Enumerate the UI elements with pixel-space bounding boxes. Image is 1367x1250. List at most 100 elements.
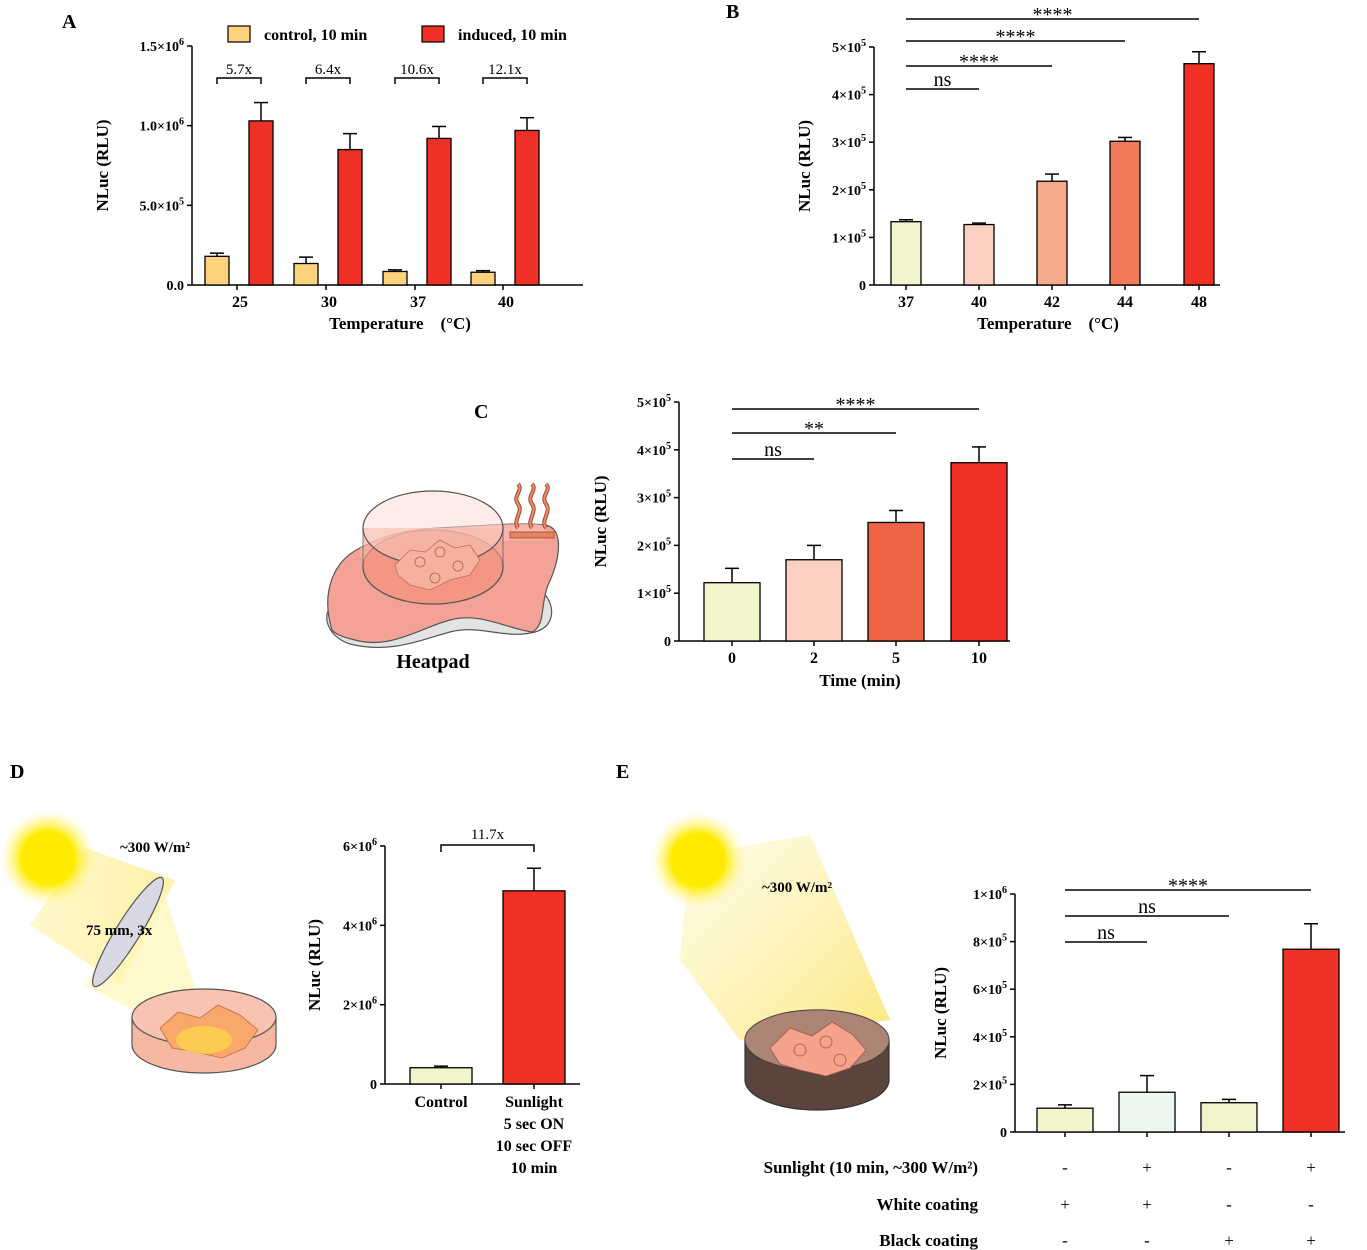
condition-value: - bbox=[1226, 1195, 1232, 1214]
y-axis-label: NLuc (RLU) bbox=[93, 119, 112, 211]
bar bbox=[426, 137, 452, 286]
y-tick-label: 2×105 bbox=[832, 181, 866, 199]
significance-label: ns bbox=[1097, 922, 1115, 944]
y-tick-label: 0 bbox=[1000, 1126, 1007, 1141]
chart-e: 0 2×105 4×105 6×105 8×105 1×106 NLuc (RLU) ns ns… bbox=[764, 875, 1345, 1250]
bar bbox=[1282, 948, 1340, 1133]
fold-change-label: 12.1x bbox=[488, 62, 522, 78]
panel-label-b: B bbox=[726, 1, 739, 23]
fold-change-bracket bbox=[216, 77, 262, 84]
petri-dish-icon bbox=[131, 988, 277, 1074]
condition-value: - bbox=[1062, 1231, 1068, 1250]
heatpad-label: Heatpad bbox=[396, 651, 469, 673]
x-tick-label: Sunlight bbox=[505, 1094, 563, 1111]
y-tick-label: 5×105 bbox=[637, 393, 671, 411]
bar bbox=[337, 148, 363, 286]
legend-swatch bbox=[421, 25, 445, 43]
bar bbox=[204, 255, 230, 286]
bar bbox=[950, 462, 1008, 642]
lens-icon bbox=[91, 876, 165, 988]
bar bbox=[293, 262, 319, 286]
sun-icon bbox=[0, 810, 96, 906]
x-tick-label: 42 bbox=[1044, 294, 1060, 311]
x-axis-label: Temperature (°C) bbox=[977, 314, 1119, 333]
sun-icon bbox=[650, 812, 746, 908]
y-tick-label: 0.0 bbox=[167, 279, 185, 294]
panel-label-e: E bbox=[616, 761, 629, 783]
bar bbox=[409, 1067, 473, 1085]
y-tick-label: 1×105 bbox=[832, 228, 866, 246]
bar bbox=[1036, 1107, 1094, 1133]
x-tick-label: 37 bbox=[898, 294, 914, 311]
chart-c: 0 1×105 2×105 3×105 4×105 5×105 NLuc (RLU) 0 2 5 1… bbox=[591, 393, 1010, 690]
lens-label: 75 mm, 3x bbox=[86, 923, 153, 939]
y-tick-label: 1.5×106 bbox=[139, 37, 184, 55]
x-tick-label: 10 min bbox=[511, 1160, 558, 1177]
chart-a: 0.0 5.0×105 1.0×106 1.5×106 NLuc (RLU) 25 5.7x… bbox=[93, 25, 583, 333]
condition-value: - bbox=[1062, 1158, 1068, 1177]
significance-label: **** bbox=[836, 394, 876, 416]
x-tick-label: 40 bbox=[971, 294, 987, 311]
y-tick-label: 1×106 bbox=[973, 885, 1007, 903]
fold-change-label: 5.7x bbox=[226, 62, 253, 78]
bar bbox=[867, 521, 925, 642]
y-tick-label: 0 bbox=[370, 1078, 377, 1093]
y-tick-label: 6×106 bbox=[343, 837, 377, 855]
y-tick-label: 4×105 bbox=[832, 86, 866, 104]
y-tick-label: 6×105 bbox=[973, 980, 1007, 998]
y-tick-label: 4×106 bbox=[343, 916, 377, 934]
fold-change-bracket bbox=[482, 77, 528, 84]
condition-value: - bbox=[1144, 1231, 1150, 1250]
fold-change-label: 10.6x bbox=[400, 62, 434, 78]
condition-label: Black coating bbox=[879, 1231, 978, 1250]
y-tick-label: 3×105 bbox=[637, 489, 671, 507]
significance-label: ** bbox=[804, 418, 824, 440]
y-tick-label: 0 bbox=[859, 279, 866, 294]
legend-label: control, 10 min bbox=[264, 27, 367, 44]
y-tick-label: 3×105 bbox=[832, 133, 866, 151]
y-axis-label: NLuc (RLU) bbox=[591, 475, 610, 567]
petri-dish-icon bbox=[744, 1009, 890, 1111]
y-axis-label: NLuc (RLU) bbox=[305, 919, 324, 1011]
fold-change-label: 11.7x bbox=[471, 827, 505, 843]
y-tick-label: 2×106 bbox=[343, 996, 377, 1014]
petri-dish-icon bbox=[362, 490, 504, 605]
y-tick-label: 5×105 bbox=[832, 38, 866, 56]
x-tick-label: 30 bbox=[321, 294, 337, 311]
bar bbox=[502, 890, 566, 1085]
condition-label: White coating bbox=[876, 1195, 978, 1214]
legend-label: induced, 10 min bbox=[458, 27, 567, 44]
x-tick-label: 25 bbox=[232, 294, 248, 311]
y-tick-label: 1.0×106 bbox=[139, 117, 184, 135]
irradiance-label-e: ~300 W/m² bbox=[762, 880, 832, 896]
bar bbox=[514, 129, 540, 286]
bar bbox=[248, 120, 274, 286]
significance-label: **** bbox=[1033, 4, 1073, 26]
x-tick-label: 44 bbox=[1117, 294, 1133, 311]
y-tick-label: 8×105 bbox=[973, 933, 1007, 951]
significance-label: ns bbox=[1138, 896, 1156, 918]
x-tick-label: 48 bbox=[1191, 294, 1207, 311]
y-tick-label: 0 bbox=[664, 635, 671, 650]
x-tick-label: 10 bbox=[971, 650, 987, 667]
irradiance-label-d: ~300 W/m² bbox=[120, 840, 190, 856]
significance-label: ns bbox=[934, 69, 952, 91]
condition-value: + bbox=[1224, 1231, 1234, 1250]
bar bbox=[382, 270, 408, 286]
fold-change-bracket bbox=[305, 77, 351, 84]
significance-label: **** bbox=[996, 26, 1036, 48]
bar bbox=[1200, 1102, 1258, 1133]
y-tick-label: 4×105 bbox=[973, 1028, 1007, 1046]
condition-value: + bbox=[1306, 1158, 1316, 1177]
bar bbox=[890, 221, 922, 286]
panel-label-c: C bbox=[474, 401, 488, 423]
panel-label-a: A bbox=[62, 11, 77, 33]
condition-value: + bbox=[1142, 1158, 1152, 1177]
y-tick-label: 1×105 bbox=[637, 584, 671, 602]
chart-b: 0 1×105 2×105 3×105 4×105 5×105 NLuc (RLU) 37 40… bbox=[795, 4, 1220, 333]
x-tick-label: Control bbox=[414, 1094, 468, 1111]
y-tick-label: 2×105 bbox=[637, 536, 671, 554]
y-tick-label: 2×105 bbox=[973, 1075, 1007, 1093]
x-tick-label: 2 bbox=[810, 650, 818, 667]
